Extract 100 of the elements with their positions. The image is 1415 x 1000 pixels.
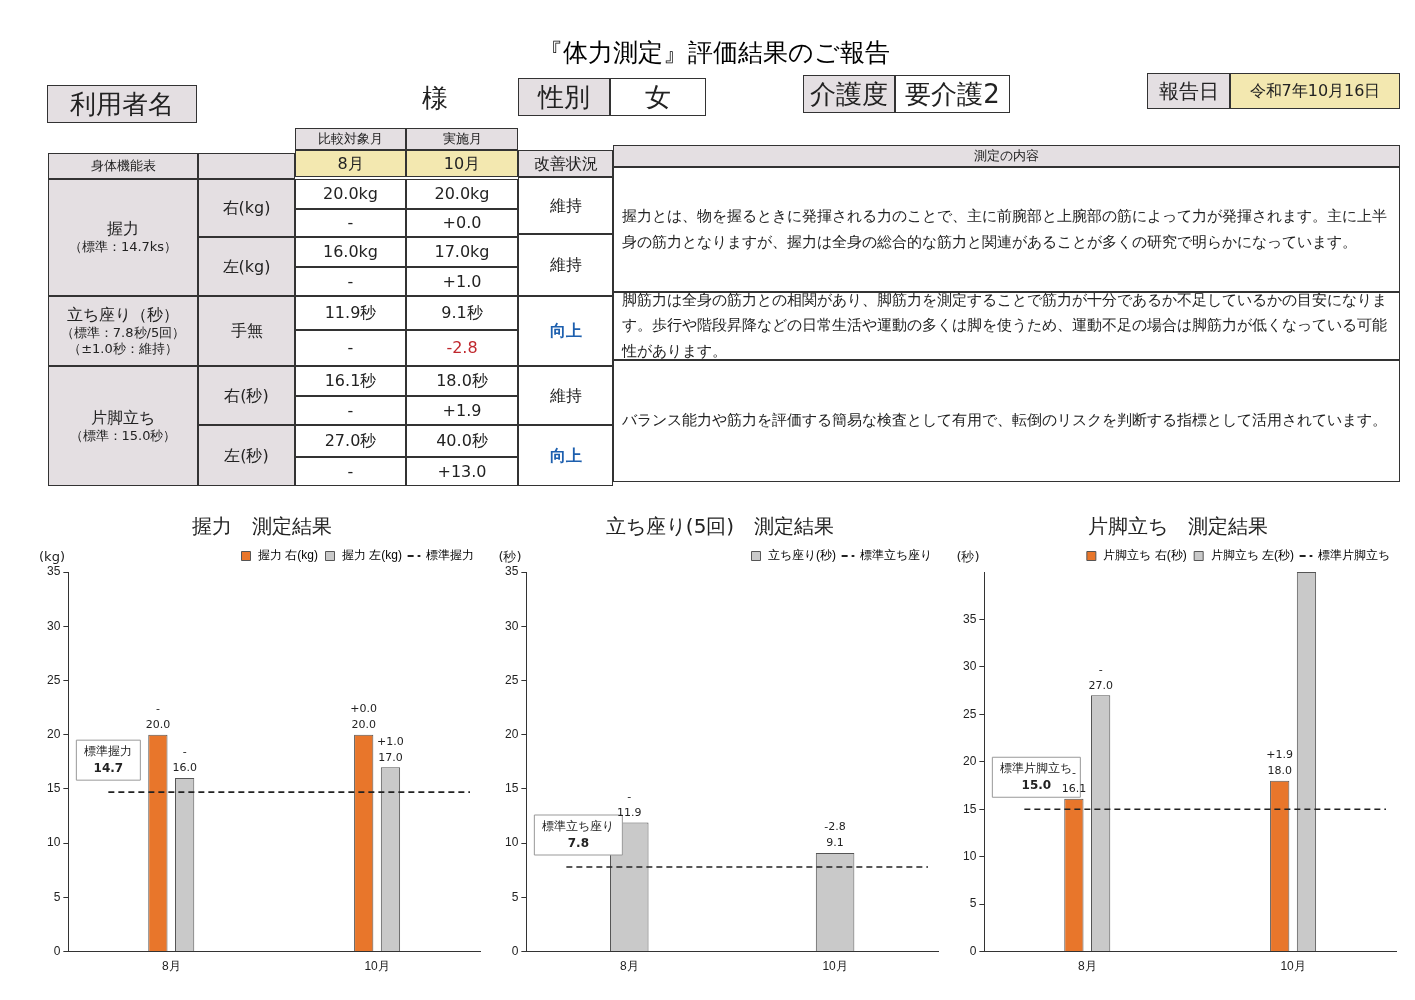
annotation: - xyxy=(627,789,632,803)
data-label: 16.1 xyxy=(1061,782,1087,796)
text: 27.0秒 xyxy=(324,431,377,451)
text: 改善状況 xyxy=(533,153,598,174)
text: 右(kg) xyxy=(222,198,271,218)
y-tick-label: 35 xyxy=(962,611,977,626)
text: 右(秒) xyxy=(224,385,269,406)
legend-label: 片脚立ち 右(秒) xyxy=(1103,548,1187,563)
text: 9.1秒 xyxy=(441,303,483,323)
text: +13.0 xyxy=(437,461,487,482)
annotation: - xyxy=(1071,766,1076,780)
annotation: +0.0 xyxy=(350,702,378,716)
text: 『体力測定』評価結果のご報告 xyxy=(538,37,890,69)
annotation: 15.0 xyxy=(1021,778,1052,793)
text: - xyxy=(347,271,354,292)
text: 10月 xyxy=(443,153,481,174)
text: 性別 xyxy=(538,80,590,114)
text: 向上 xyxy=(549,321,582,341)
text: 20.0kg xyxy=(322,184,379,204)
y-tick-label: 35 xyxy=(46,564,61,579)
text: +1.0 xyxy=(442,271,482,292)
chart-title: 立ち座り(5回) 測定結果 xyxy=(605,514,835,539)
x-tick-label: 10月 xyxy=(1280,959,1306,974)
legend-label: 標準立ち座り xyxy=(860,548,932,563)
text: 維持 xyxy=(549,255,582,275)
text: 比較対象月 xyxy=(318,130,383,148)
text: - xyxy=(347,338,354,358)
text: 17.0kg xyxy=(434,242,490,262)
y-tick-label: 0 xyxy=(53,943,61,958)
y-tick-label: 35 xyxy=(504,564,519,579)
text: 標準立ち座り xyxy=(542,819,615,834)
y-tick-label: 5 xyxy=(969,896,977,911)
text: 握力 xyxy=(107,219,139,240)
y-tick-label: 30 xyxy=(504,618,519,633)
text: 介護度 xyxy=(810,77,888,111)
text: +1.9 xyxy=(442,400,482,421)
text: 立ち座り（秒） xyxy=(67,304,179,325)
text: 女 xyxy=(645,80,671,114)
chart-title: 片脚立ち 測定結果 xyxy=(1088,514,1268,539)
legend-label: 握力 左(kg) xyxy=(342,548,402,563)
text: 標準片脚立ち xyxy=(1000,761,1073,776)
y-tick-label: 15 xyxy=(504,781,519,796)
data-label: 27.0 xyxy=(1088,678,1113,692)
y-tick-label: 20 xyxy=(962,754,977,769)
x-tick-label: 10月 xyxy=(364,959,390,974)
text: 利用者名 xyxy=(70,87,174,121)
annotation: - xyxy=(155,702,160,716)
y-axis-title: (kg) xyxy=(39,548,65,564)
data-label: 9.1 xyxy=(826,836,844,850)
text: -2.8 xyxy=(446,338,478,358)
text: 報告日 xyxy=(1158,78,1219,104)
text: （標準：7.8秒/5回） xyxy=(60,324,186,341)
text: 左(kg) xyxy=(222,256,271,277)
y-tick-label: 25 xyxy=(962,706,977,721)
x-tick-label: 10月 xyxy=(822,959,848,974)
legend-label: 標準握力 xyxy=(426,548,474,563)
y-tick-label: 0 xyxy=(969,943,977,958)
text: 11.9秒 xyxy=(324,303,377,323)
legend-label: 握力 右(kg) xyxy=(258,548,318,563)
annotation: +1.0 xyxy=(377,734,404,748)
text: 令和7年10月16日 xyxy=(1249,81,1381,101)
text: 様 xyxy=(422,81,448,115)
y-tick-label: 15 xyxy=(962,801,977,816)
chart-title: 握力 測定結果 xyxy=(192,514,332,539)
annotation: - xyxy=(1098,662,1103,676)
y-axis-title: (秒) xyxy=(956,548,980,564)
x-tick-label: 8月 xyxy=(161,959,181,974)
y-axis-title: (秒) xyxy=(498,548,522,564)
text: 実施月 xyxy=(442,130,482,148)
text: バランス能力や筋力を評価する簡易な検査として有用で、転倒のリスクを判断する指標として活用されています。 xyxy=(622,410,1387,432)
text: 測定の内容 xyxy=(974,147,1039,165)
annotation: 7.8 xyxy=(567,836,589,851)
text: 左(秒) xyxy=(224,445,269,466)
text: 脚筋力は全身の筋力との相関があり、脚筋力を測定することで筋力が十分であるか不足しているかの目安になります。歩行や階段昇降などの日常生活や運動の多くは脚を使うため、運動不足の場合は脚筋力が低くなっている可能性があります。 xyxy=(622,289,1388,362)
y-tick-label: 20 xyxy=(504,727,519,741)
x-tick-label: 8月 xyxy=(1077,959,1097,974)
data-label: 11.9 xyxy=(617,805,642,819)
text: 片脚立ち xyxy=(91,407,155,428)
text: 標準握力 xyxy=(84,744,133,759)
text: - xyxy=(347,400,354,421)
text: 手無 xyxy=(230,321,263,341)
data-label: 18.0 xyxy=(1267,764,1292,778)
y-tick-label: 5 xyxy=(53,889,61,904)
y-tick-label: 10 xyxy=(504,835,519,850)
data-label: 17.0 xyxy=(378,750,403,764)
x-tick-label: 8月 xyxy=(619,959,639,974)
text: 握力とは、物を握るときに発揮される力のことで、主に前腕部と上腕部の筋によって力が発揮されます。主に上半身の筋力となりますが、握力は全身の総合的な筋力と関連があることが多くの研究で明らかになっています。 xyxy=(622,206,1388,253)
y-tick-label: 25 xyxy=(46,672,61,687)
y-tick-label: 5 xyxy=(511,889,519,904)
text: 要介護2 xyxy=(905,77,1000,111)
text: 20.0kg xyxy=(434,184,490,204)
y-tick-label: 30 xyxy=(962,659,977,674)
text: - xyxy=(347,461,354,482)
legend-label: 標準片脚立ち xyxy=(1318,548,1390,563)
data-label: 20.0 xyxy=(145,718,171,732)
annotation: 14.7 xyxy=(93,761,124,776)
y-tick-label: 20 xyxy=(46,727,61,741)
data-label: 20.0 xyxy=(351,718,376,732)
legend-label: 立ち座り(秒) xyxy=(768,548,837,563)
text: - xyxy=(347,213,354,233)
